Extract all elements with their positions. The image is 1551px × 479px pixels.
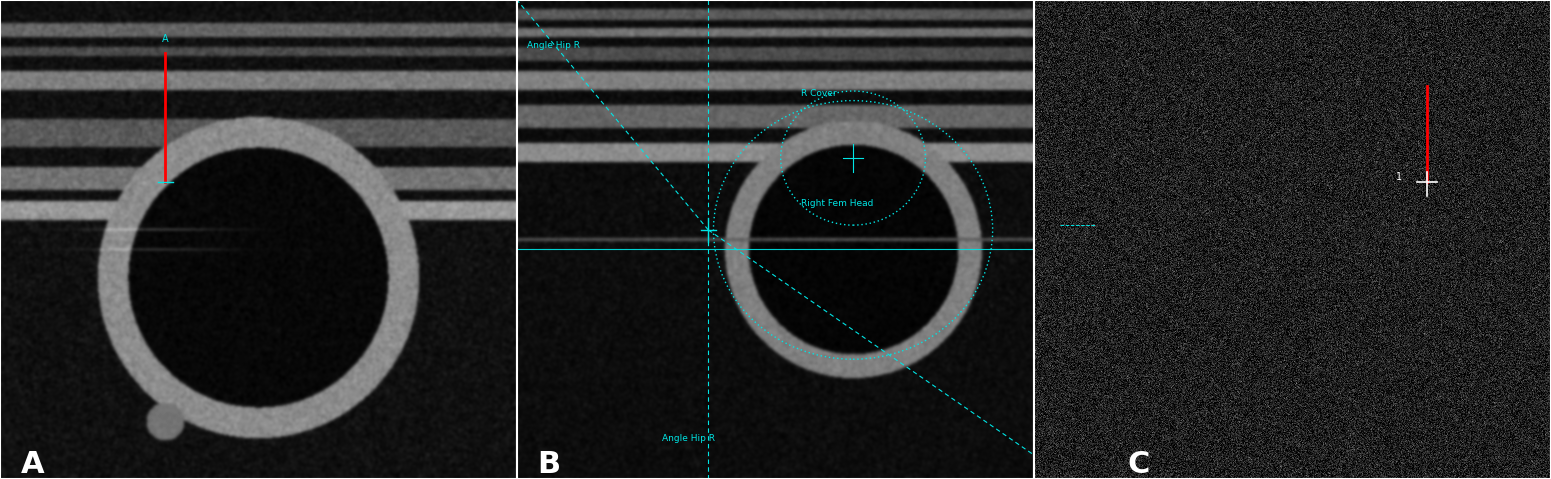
- Text: A: A: [20, 450, 45, 479]
- Text: Angle Hip R: Angle Hip R: [527, 41, 580, 50]
- Text: Right Fem Head: Right Fem Head: [802, 199, 873, 208]
- Text: B: B: [538, 450, 561, 479]
- Text: R Cover: R Cover: [802, 89, 838, 98]
- Text: 1: 1: [1396, 172, 1402, 182]
- Text: C: C: [1128, 450, 1149, 479]
- Text: Angle Hip R: Angle Hip R: [662, 433, 715, 443]
- Text: A: A: [163, 34, 169, 44]
